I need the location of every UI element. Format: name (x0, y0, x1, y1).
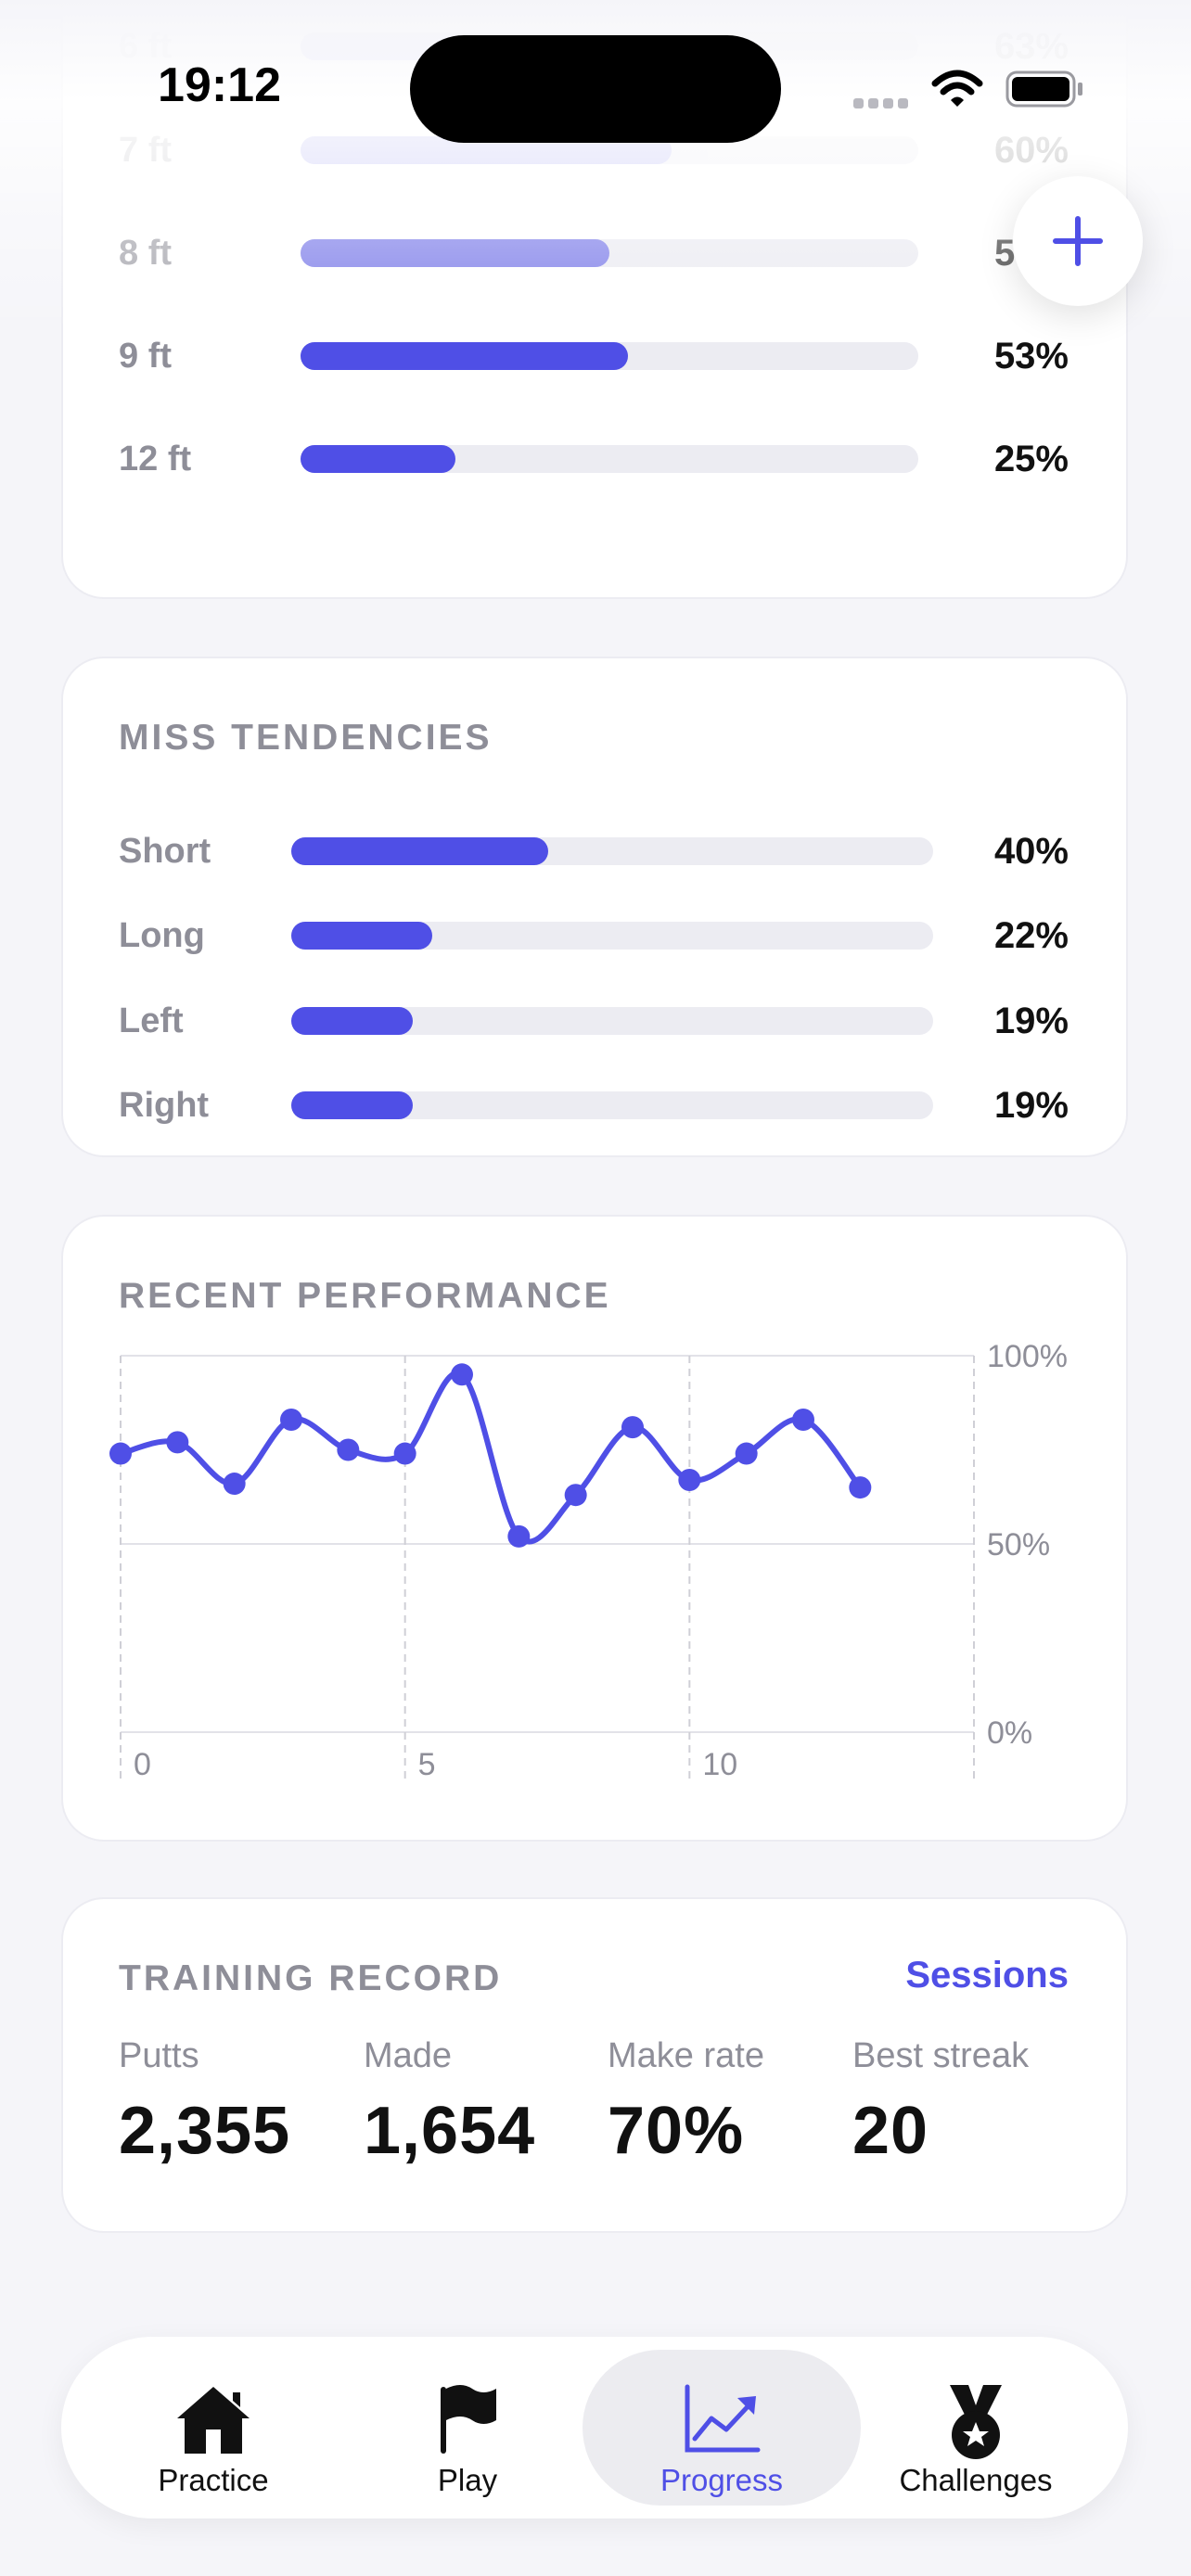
flag-icon (441, 2385, 496, 2454)
stat-putts: Putts 2,355 (119, 2036, 290, 2169)
progress-track (291, 837, 933, 865)
performance-chart: 100% 50% 0% 0 5 10 (109, 1339, 1068, 1784)
progress-track (291, 1007, 933, 1035)
data-point (792, 1409, 814, 1432)
tab-label: Challenges (899, 2463, 1053, 2497)
progress-fill (301, 239, 609, 267)
data-point (393, 1442, 416, 1465)
stat-value: 2,355 (119, 2094, 291, 2168)
cellular-signal-icon (853, 96, 913, 113)
miss-label: Short (119, 832, 211, 871)
data-point (507, 1524, 531, 1548)
status-time: 19:12 (158, 58, 281, 112)
x-tick-label: 0 (134, 1747, 151, 1782)
data-point (564, 1484, 587, 1507)
stat-made: Made 1,654 (364, 2036, 535, 2169)
distance-label: 9 ft (119, 337, 172, 376)
progress-track (291, 922, 933, 950)
section-title: RECENT PERFORMANCE (119, 1276, 611, 1316)
progress-track (301, 342, 918, 370)
data-point (109, 1442, 132, 1465)
chart-up-icon (685, 2384, 761, 2453)
miss-value: 19% (993, 1001, 1069, 1041)
miss-label: Right (119, 1086, 210, 1125)
miss-row-left: Left 19% (63, 993, 1126, 1049)
data-point (337, 1438, 360, 1461)
tab-practice[interactable]: Practice (74, 2350, 352, 2506)
y-tick-label: 100% (987, 1339, 1068, 1374)
miss-value: 40% (993, 831, 1069, 872)
data-point (678, 1468, 701, 1491)
miss-label: Left (119, 1001, 184, 1040)
stat-label: Best streak (852, 2036, 1030, 2075)
data-point (735, 1442, 758, 1465)
miss-label: Long (119, 916, 205, 955)
miss-row-short: Short 40% (63, 823, 1126, 879)
stat-make-rate: Make rate 70% (608, 2036, 764, 2169)
medal-icon (950, 2385, 1002, 2459)
x-tick-label: 5 (418, 1747, 436, 1782)
stat-label: Putts (119, 2036, 199, 2075)
progress-track (301, 239, 918, 267)
miss-row-long: Long 22% (63, 908, 1126, 963)
distance-label: 8 ft (119, 234, 172, 273)
stat-value: 70% (608, 2094, 745, 2168)
tab-bar: Practice Play Progress Challenges (61, 2337, 1128, 2519)
x-tick-label: 10 (702, 1747, 737, 1782)
y-tick-label: 50% (987, 1527, 1050, 1562)
data-point (621, 1416, 644, 1439)
data-point (166, 1431, 189, 1454)
add-session-button[interactable] (1013, 176, 1143, 306)
distance-value: 25% (993, 439, 1069, 479)
progress-fill (301, 445, 455, 473)
tab-play[interactable]: Play (328, 2350, 607, 2506)
distance-value: 53% (993, 336, 1069, 376)
y-tick-label: 0% (987, 1715, 1032, 1751)
progress-fill (291, 837, 548, 865)
plus-icon (1053, 216, 1103, 266)
progress-track (291, 1091, 933, 1119)
distance-row-9ft: 9 ft 53% (63, 328, 1126, 384)
progress-track (301, 445, 918, 473)
distance-label: 12 ft (119, 440, 192, 478)
stat-label: Made (364, 2036, 453, 2075)
distance-label: 7 ft (119, 131, 172, 170)
miss-tendencies-card: MISS TENDENCIES Short 40% Long 22% Left … (61, 657, 1128, 1157)
battery-icon (1005, 70, 1082, 108)
progress-fill (291, 922, 433, 950)
tab-label: Progress (660, 2463, 784, 2497)
miss-value: 19% (993, 1085, 1069, 1126)
section-title: TRAINING RECORD (119, 1958, 503, 1998)
distance-value: 63% (993, 26, 1069, 67)
data-point (451, 1363, 473, 1386)
stat-value: 1,654 (364, 2094, 536, 2168)
data-point (280, 1409, 302, 1432)
stat-value: 20 (852, 2094, 929, 2168)
stat-best-streak: Best streak 20 (852, 2036, 1029, 2169)
tab-label: Play (437, 2463, 498, 2497)
sessions-link[interactable]: Sessions (905, 1955, 1069, 1996)
data-point (223, 1473, 246, 1496)
tab-label: Practice (158, 2463, 269, 2497)
tab-challenges[interactable]: Challenges (837, 2350, 1115, 2506)
recent-performance-card: RECENT PERFORMANCE 100% 50% 0% 0 5 10 (61, 1215, 1128, 1842)
dynamic-island (410, 35, 781, 143)
training-record-card: TRAINING RECORD Sessions (61, 1897, 1128, 2233)
house-icon (177, 2387, 250, 2454)
stat-label: Make rate (608, 2036, 764, 2075)
miss-value: 22% (993, 915, 1069, 956)
wifi-icon (931, 70, 983, 107)
section-title: MISS TENDENCIES (119, 718, 493, 758)
progress-fill (291, 1007, 414, 1035)
distance-value: 60% (993, 130, 1069, 171)
progress-fill (301, 342, 628, 370)
distance-row-12ft: 12 ft 25% (63, 431, 1126, 487)
progress-fill (291, 1091, 414, 1119)
distance-row-8ft: 8 ft 50% (63, 225, 1126, 281)
tab-progress[interactable]: Progress (583, 2350, 861, 2506)
miss-row-right: Right 19% (63, 1078, 1126, 1133)
data-point (849, 1476, 872, 1499)
